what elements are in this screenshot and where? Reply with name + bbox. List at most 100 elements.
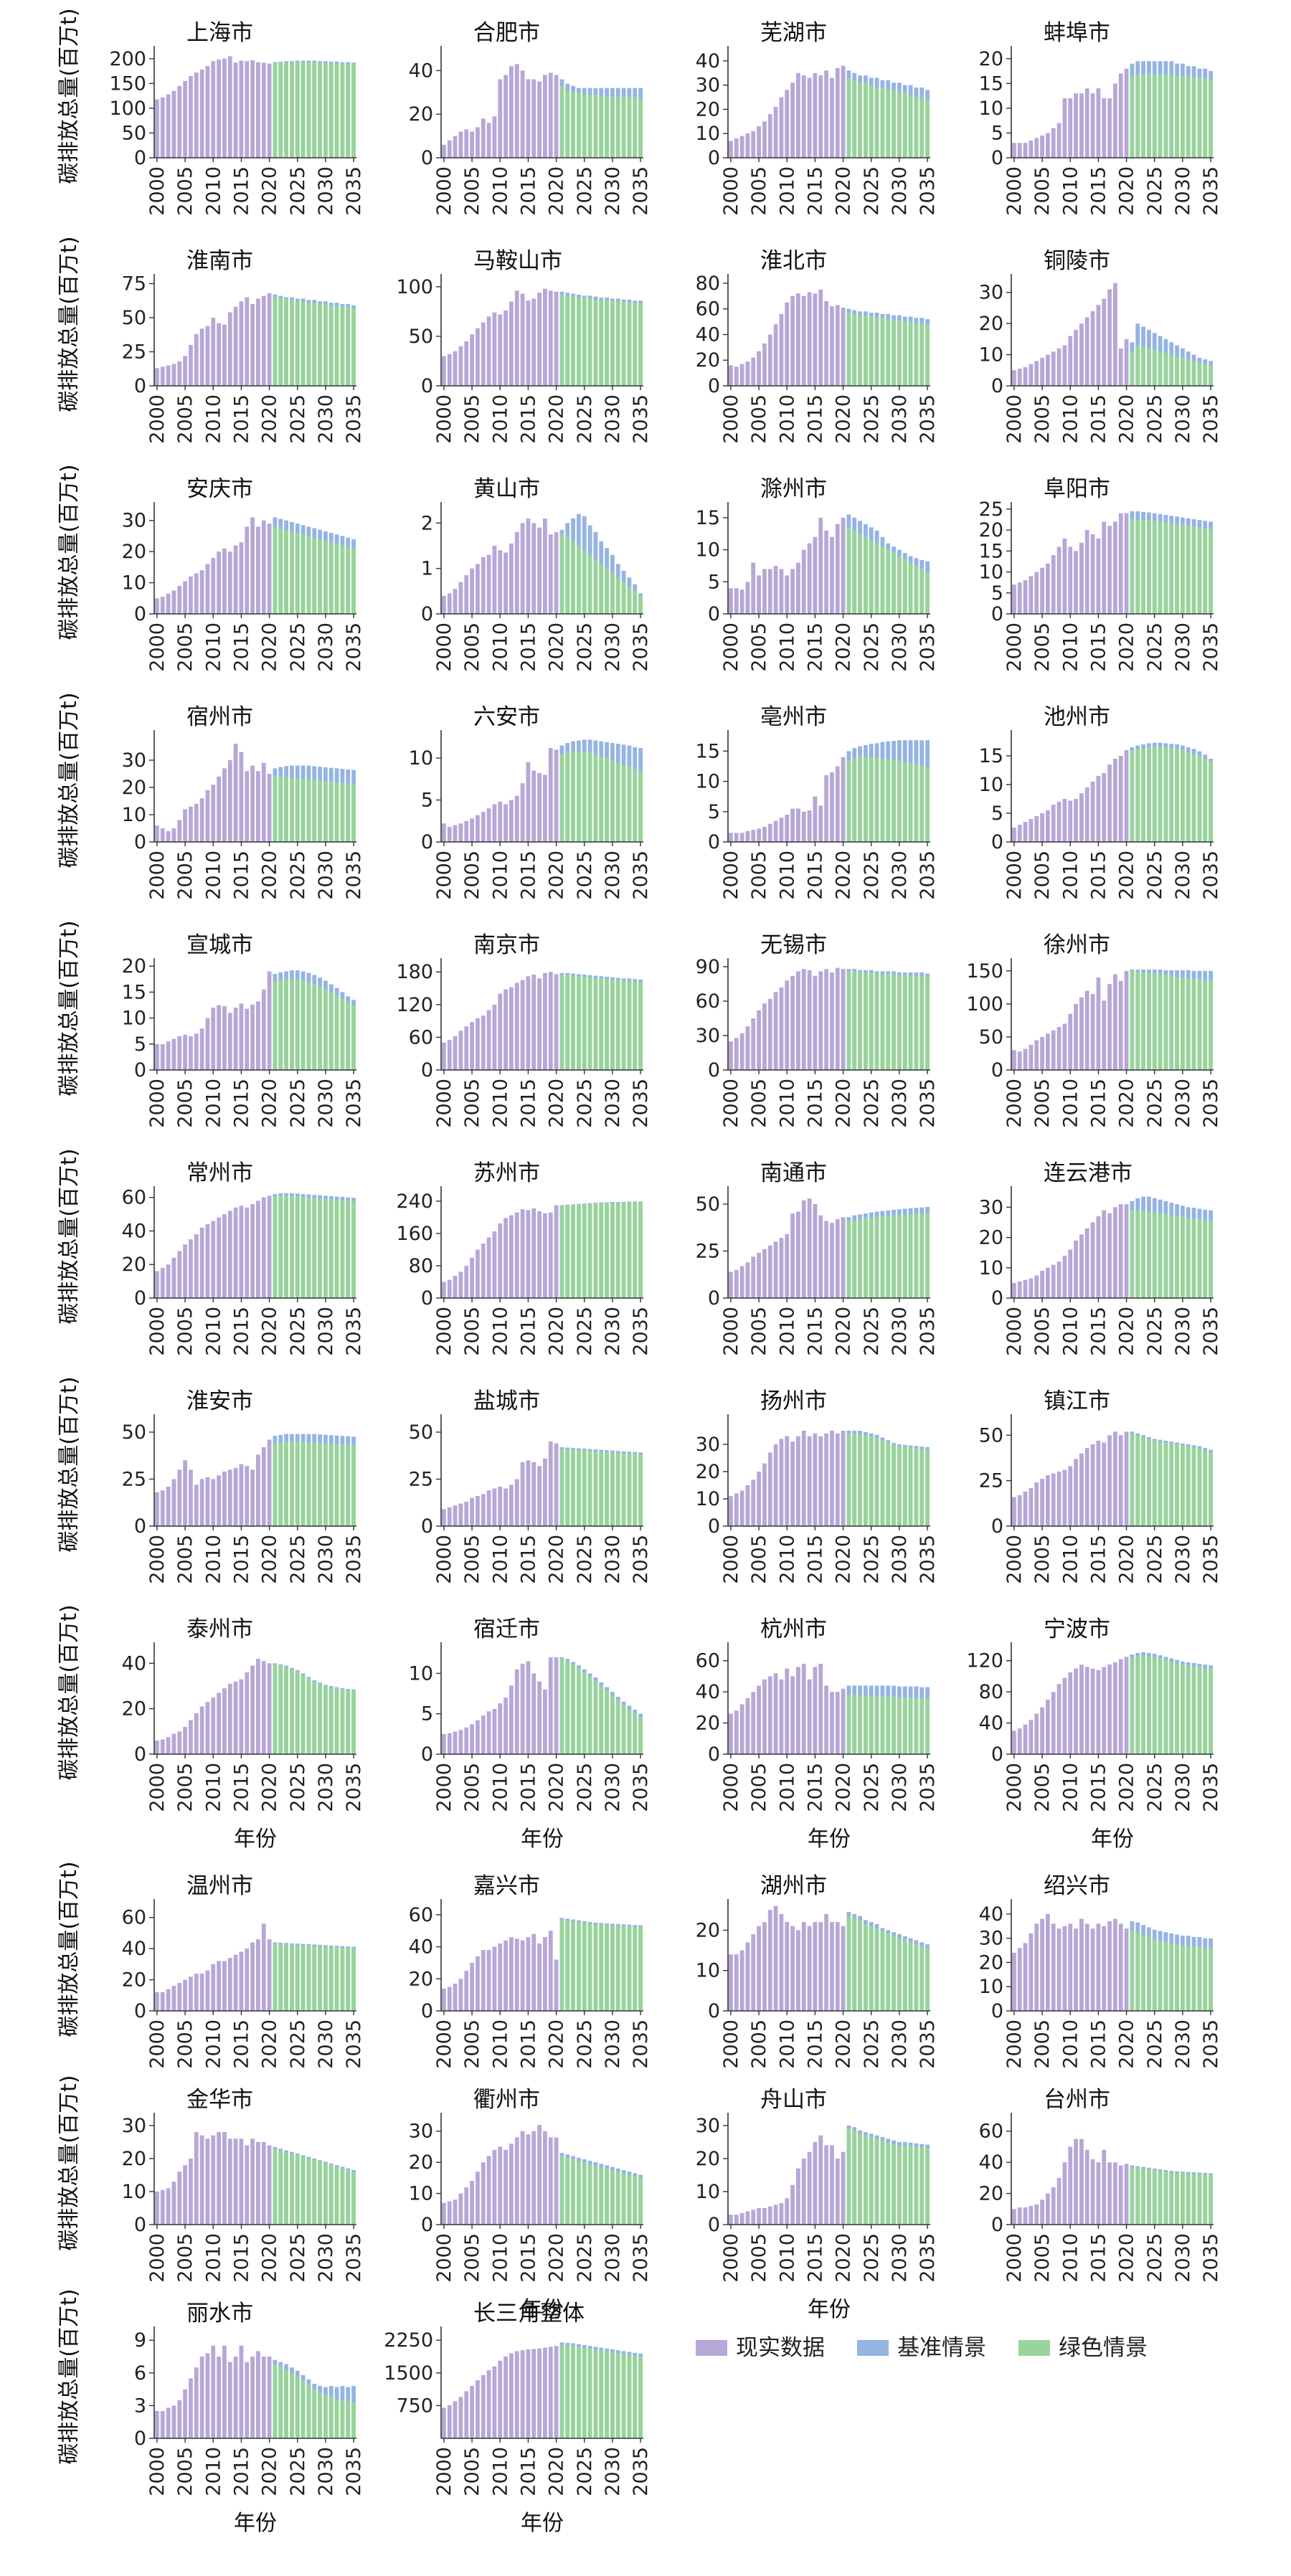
bar-real	[745, 361, 750, 386]
x-tick-label: 2000	[146, 1079, 169, 1128]
bar-green	[312, 2389, 317, 2438]
bar-real	[818, 2135, 823, 2225]
bar-green	[633, 2176, 638, 2225]
bar-real	[155, 1043, 159, 1070]
bar-real	[835, 766, 840, 842]
bar-real	[767, 1676, 772, 1754]
x-tick-label: 2000	[720, 2019, 742, 2069]
bar-real	[171, 1733, 176, 1754]
bar-real	[779, 2203, 784, 2225]
y-tick-label: 1500	[384, 2362, 433, 2385]
bar-green	[306, 536, 311, 614]
bar-green	[577, 1204, 581, 1298]
bar-green	[593, 1680, 598, 1754]
bar-green	[587, 2348, 592, 2438]
bar-real	[233, 1207, 238, 1298]
bar-green	[1141, 972, 1145, 1070]
panel-title: 铜陵市	[1044, 248, 1110, 274]
bar-real	[801, 2158, 806, 2225]
bar-real	[155, 598, 159, 614]
y-tick-label: 3	[134, 2395, 146, 2417]
bar-real	[1062, 98, 1067, 158]
bar-green	[340, 306, 345, 386]
bar-green	[1147, 520, 1151, 614]
bar-green	[874, 1695, 879, 1754]
x-tick-label: 2015	[804, 1079, 826, 1128]
x-tick-label: 2010	[489, 2447, 511, 2496]
bar-real	[1124, 1928, 1129, 2011]
bar-real	[222, 58, 227, 158]
bar-green	[328, 2397, 334, 2438]
bar-real	[486, 2156, 491, 2225]
y-tick-label: 30	[409, 2121, 433, 2143]
x-tick-label: 2010	[202, 2233, 224, 2283]
bar-real	[442, 2202, 446, 2225]
bar-real	[1046, 810, 1050, 842]
bar-real	[222, 2132, 227, 2225]
bar-real	[267, 774, 272, 842]
bar-green	[351, 1201, 356, 1298]
bar-real	[470, 568, 474, 614]
bar-real	[476, 328, 480, 386]
x-tick-label: 2035	[917, 166, 939, 216]
bar-real	[233, 306, 238, 386]
y-tick-label: 10	[979, 98, 1003, 120]
bar-green	[886, 2141, 891, 2225]
bar-green	[323, 989, 328, 1070]
bar-real	[824, 1685, 828, 1754]
x-tick-label: 2005	[461, 2447, 483, 2496]
bar-green	[908, 1446, 913, 1526]
bar-real	[1096, 776, 1101, 842]
bar-green	[897, 1215, 902, 1298]
bar-real	[801, 1922, 806, 2011]
bar-real	[734, 366, 739, 386]
x-tick-label: 2020	[259, 2447, 281, 2496]
bar-green	[880, 1696, 885, 1754]
bar-green	[582, 298, 587, 386]
bar-green	[312, 537, 317, 614]
bar-green	[328, 782, 334, 842]
bar-green	[559, 2344, 564, 2438]
bar-green	[852, 1918, 857, 2011]
bar-real	[1034, 816, 1039, 842]
bar-green	[323, 781, 328, 842]
bar-green	[925, 1449, 930, 1526]
bar-real	[160, 1739, 165, 1754]
bar-real	[1113, 1431, 1117, 1526]
x-tick-label: 2020	[1116, 1079, 1138, 1128]
bar-green	[869, 757, 874, 842]
bar-real	[785, 1233, 790, 1298]
bar-real	[267, 524, 272, 614]
bar-green	[1197, 979, 1202, 1070]
bar-green	[273, 2149, 278, 2225]
bar-real	[785, 302, 790, 386]
bar-real	[796, 72, 800, 158]
bar-green	[1203, 1667, 1208, 1754]
bar-green	[351, 1005, 356, 1070]
bar-real	[194, 573, 199, 614]
bar-real	[1074, 93, 1078, 158]
bar-real	[1028, 1933, 1034, 2011]
x-tick-label: 2000	[433, 1079, 455, 1128]
x-tick-label: 2020	[833, 394, 855, 444]
x-tick-label: 2035	[343, 2447, 365, 2496]
bar-real	[453, 136, 458, 158]
bar-real	[1096, 88, 1101, 158]
bar-green	[340, 1689, 345, 1754]
bar-green	[627, 2354, 632, 2438]
bar-real	[261, 62, 266, 158]
bar-real	[492, 2366, 497, 2438]
bar-real	[211, 1479, 216, 1526]
bar-real	[470, 1962, 474, 2011]
bar-green	[1209, 980, 1213, 1070]
bar-green	[599, 1924, 604, 2011]
bar-real	[498, 79, 503, 158]
bar-green	[1147, 2169, 1151, 2225]
y-tick-label: 25	[122, 341, 146, 364]
bar-real	[245, 61, 250, 158]
x-tick-label: 2010	[1059, 2233, 1082, 2283]
bar-real	[267, 1939, 272, 2011]
y-tick-label: 100	[109, 98, 146, 120]
x-tick-label: 2005	[461, 622, 483, 672]
y-tick-label: 20	[979, 1951, 1003, 1974]
